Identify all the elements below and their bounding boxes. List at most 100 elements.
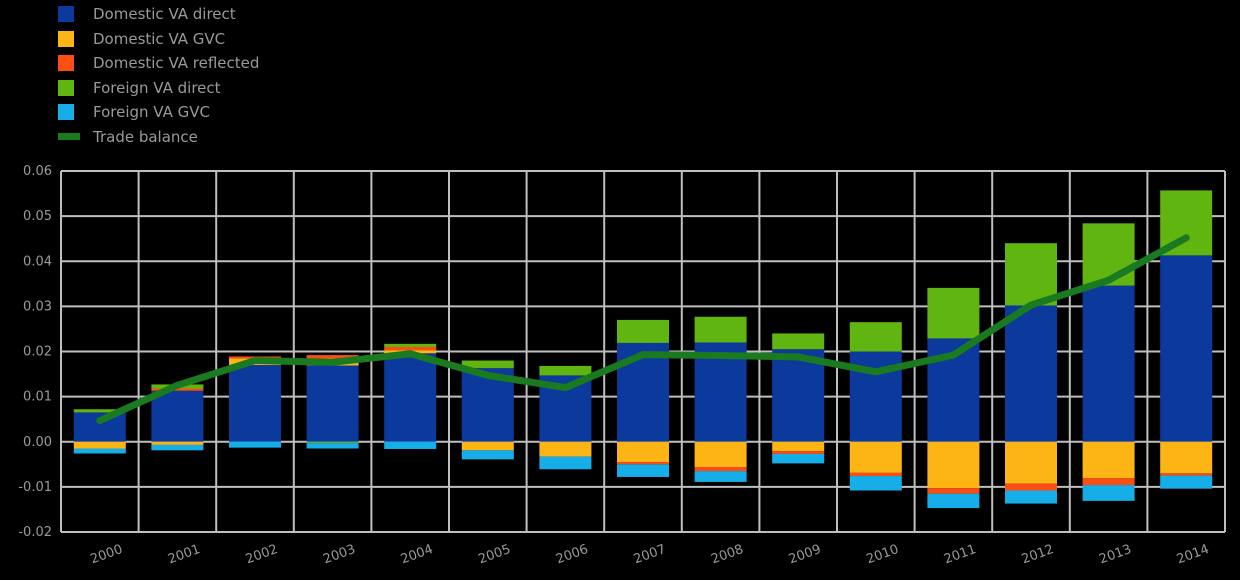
- x-tick-label: 2004: [399, 542, 435, 567]
- box-swatch-icon: [58, 6, 74, 22]
- bar-2008-domestic-va-reflected: [694, 467, 747, 472]
- bar-2009-foreign-va-direct: [772, 333, 825, 350]
- bar-2011-domestic-va-gvc: [927, 441, 980, 489]
- legend-item-domestic-va-direct: Domestic VA direct: [58, 4, 259, 24]
- box-swatch-icon: [58, 55, 74, 71]
- bar-2009-foreign-va-gvc: [772, 453, 825, 464]
- y-tick-label: 0.01: [23, 390, 52, 405]
- bar-2005-domestic-va-gvc: [461, 441, 514, 451]
- bar-2014-domestic-va-reflected: [1160, 473, 1213, 476]
- bar-2009-domestic-va-gvc: [772, 441, 825, 452]
- legend-item-domestic-va-gvc: Domestic VA GVC: [58, 29, 259, 49]
- x-tick-label: 2008: [709, 542, 745, 567]
- x-tick-label: 2002: [244, 542, 280, 567]
- bar-2011-domestic-va-reflected: [927, 488, 980, 494]
- x-tick-label: 2006: [554, 542, 590, 567]
- legend-swatch-trade-balance: [58, 133, 82, 140]
- bar-2007-foreign-va-gvc: [617, 464, 669, 477]
- bar-2012-domestic-va-direct: [1005, 305, 1057, 442]
- bar-2000-foreign-va-gvc: [73, 448, 126, 454]
- bar-2013-foreign-va-gvc: [1082, 485, 1135, 501]
- bar-2000-foreign-va-direct: [73, 409, 126, 413]
- legend-label: Foreign VA direct: [93, 78, 221, 97]
- bar-2008-foreign-va-gvc: [694, 471, 747, 482]
- bar-2006-foreign-va-gvc: [539, 456, 592, 470]
- bar-2004-foreign-va-gvc: [384, 441, 437, 449]
- bar-2013-domestic-va-reflected: [1082, 478, 1135, 486]
- x-tick-label: 2005: [476, 542, 512, 567]
- bar-2011-foreign-va-direct: [927, 287, 980, 339]
- y-tick-label: -0.01: [18, 480, 52, 495]
- bar-2012-domestic-va-reflected: [1005, 483, 1057, 491]
- x-tick-label: 2003: [321, 542, 357, 567]
- legend-item-domestic-va-reflected: Domestic VA reflected: [58, 53, 259, 73]
- bar-2003-domestic-va-reflected: [306, 355, 359, 359]
- box-swatch-icon: [58, 104, 74, 120]
- bar-2014-foreign-va-gvc: [1160, 475, 1213, 489]
- y-tick-label: 0.04: [23, 254, 52, 269]
- bar-2014-domestic-va-gvc: [1160, 441, 1213, 474]
- x-tick-label: 2012: [1020, 542, 1056, 567]
- bar-2013-foreign-va-direct: [1082, 223, 1135, 286]
- bar-2003-foreign-va-direct: [306, 441, 359, 444]
- legend-label: Domestic VA reflected: [93, 54, 260, 72]
- legend-label: Domestic VA GVC: [93, 29, 226, 48]
- y-tick-label: 0.02: [23, 345, 52, 360]
- legend-swatch-domestic-va-gvc: [58, 30, 82, 47]
- bar-2013-domestic-va-gvc: [1082, 441, 1135, 479]
- legend-swatch-domestic-va-reflected: [58, 55, 82, 71]
- y-tick-label: 0.03: [23, 299, 52, 314]
- bar-2005-foreign-va-gvc: [461, 450, 514, 460]
- bar-2014-domestic-va-direct: [1160, 255, 1213, 442]
- bar-2001-domestic-va-direct: [151, 390, 204, 442]
- x-tick-label: 2011: [942, 542, 978, 567]
- legend-swatch-domestic-va-direct: [58, 6, 82, 22]
- bar-2001-foreign-va-gvc: [151, 444, 204, 451]
- x-tick-label: 2014: [1175, 542, 1211, 567]
- bar-2008-foreign-va-direct: [694, 316, 747, 343]
- bar-2009-domestic-va-direct: [772, 349, 825, 442]
- bar-2005-foreign-va-direct: [461, 360, 514, 369]
- bar-2001-domestic-va-gvc: [151, 441, 204, 445]
- bar-2009-domestic-va-reflected: [772, 451, 825, 454]
- bar-2010-foreign-va-gvc: [849, 476, 902, 491]
- bar-2002-domestic-va-direct: [229, 365, 281, 442]
- y-tick-label: 0.00: [23, 435, 52, 450]
- bar-2010-foreign-va-direct: [849, 322, 902, 352]
- legend-item-foreign-va-gvc: Foreign VA GVC: [58, 102, 259, 122]
- legend-label: Domestic VA direct: [93, 5, 236, 23]
- y-tick-label: 0.06: [23, 164, 52, 179]
- bar-2012-foreign-va-gvc: [1005, 490, 1057, 504]
- x-tick-label: 2010: [864, 542, 900, 567]
- bar-2003-foreign-va-gvc: [306, 443, 359, 449]
- bar-2010-domestic-va-gvc: [849, 441, 902, 473]
- bar-2004-domestic-va-direct: [384, 353, 437, 442]
- bar-2011-foreign-va-gvc: [927, 493, 980, 509]
- bar-2006-domestic-va-gvc: [539, 441, 592, 457]
- legend-item-trade-balance: Trade balance: [58, 127, 259, 147]
- legend-item-foreign-va-direct: Foreign VA direct: [58, 78, 259, 98]
- bar-2010-domestic-va-reflected: [849, 472, 902, 477]
- bar-2013-domestic-va-direct: [1082, 285, 1135, 442]
- bar-2001-domestic-va-reflected: [151, 388, 204, 391]
- box-swatch-icon: [58, 79, 74, 96]
- bar-2002-foreign-va-gvc: [229, 441, 281, 448]
- x-tick-label: 2013: [1097, 542, 1133, 567]
- y-tick-label: 0.05: [23, 209, 52, 224]
- bar-2008-domestic-va-gvc: [694, 441, 747, 468]
- legend-label: Trade balance: [93, 127, 198, 146]
- bar-2012-foreign-va-direct: [1005, 243, 1057, 306]
- bar-2007-domestic-va-gvc: [617, 441, 669, 463]
- bar-2006-foreign-va-direct: [539, 365, 592, 376]
- bar-2012-domestic-va-gvc: [1005, 441, 1057, 484]
- x-tick-label: 2001: [166, 542, 202, 567]
- legend: Domestic VA direct Domestic VA GVC Domesti…: [58, 4, 259, 147]
- trade-balance-line: [96, 234, 1190, 425]
- bar-2007-domestic-va-reflected: [617, 462, 669, 465]
- bar-2000-domestic-va-gvc: [73, 441, 126, 449]
- bar-2003-domestic-va-direct: [306, 365, 359, 442]
- line-swatch-icon: [58, 133, 80, 140]
- bar-2004-domestic-va-reflected: [384, 346, 437, 351]
- legend-swatch-foreign-va-gvc: [58, 104, 82, 120]
